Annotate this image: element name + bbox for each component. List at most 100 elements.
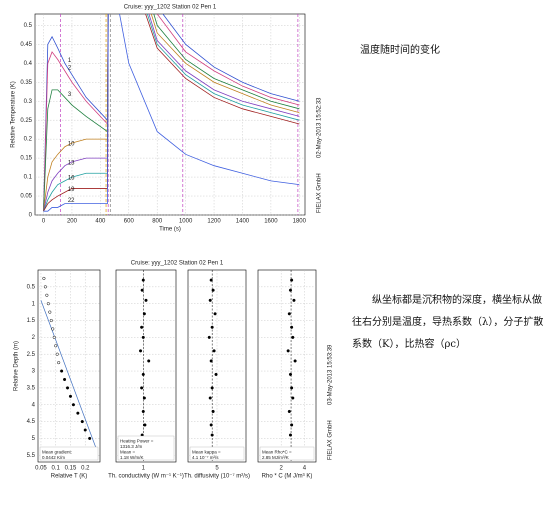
y-tick-label: 4.5	[27, 419, 36, 425]
data-point	[80, 420, 84, 424]
note-text: Heating Power =	[120, 439, 154, 444]
data-point	[49, 318, 53, 323]
data-point	[55, 352, 59, 356]
y-tick-label: 0.15	[20, 156, 32, 162]
data-point	[88, 436, 92, 440]
data-point	[141, 335, 145, 339]
data-point	[291, 335, 295, 339]
data-point	[208, 298, 212, 302]
data-point	[214, 372, 218, 376]
series-line	[43, 14, 300, 212]
data-point	[42, 276, 46, 280]
x-tick-label: 0	[42, 219, 46, 225]
data-point	[293, 359, 297, 363]
plot-area	[43, 14, 300, 215]
x-tick-label: 0.05	[35, 466, 47, 472]
series-line	[43, 14, 300, 212]
data-point	[209, 423, 213, 427]
note-box	[189, 446, 245, 461]
data-point	[288, 288, 293, 292]
data-point	[141, 372, 145, 376]
data-point	[141, 278, 145, 282]
data-point	[290, 386, 294, 390]
series-line	[43, 14, 300, 212]
data-point	[212, 349, 216, 353]
chart-title: Cruise: yyy_1202 Station 02 Pen 1	[131, 261, 224, 267]
series-line	[43, 14, 300, 212]
note-box	[259, 446, 315, 461]
y-tick-label: 0.5	[27, 284, 36, 290]
footer-text: FIELAX GmbH	[328, 420, 334, 460]
y-tick-label: 0.45	[20, 42, 32, 48]
paragraph: 纵坐标都是沉积物的深度，横坐标从做往右分别是温度，导热系数（λ），分子扩散系数（…	[352, 295, 544, 350]
data-point	[288, 372, 293, 376]
y-tick-label: 0.25	[20, 118, 32, 124]
series-label: 13	[68, 160, 75, 166]
note-text: Mean Rho*C =	[262, 450, 292, 455]
data-point	[292, 298, 296, 302]
plot-frame	[115, 269, 177, 463]
x-axis-label: Th. conductivity (W m⁻¹ K⁻¹)	[108, 474, 184, 480]
data-point	[288, 433, 293, 437]
y-tick-label: 0.3	[24, 99, 33, 105]
fit-line	[40, 300, 96, 447]
data-point	[209, 278, 213, 282]
note-text: 1.18 W/m/K	[120, 455, 144, 460]
note-text: 2.85 MJ/m³/K	[262, 455, 289, 460]
note-box	[39, 446, 99, 461]
footer-text: 02-May-2013 15:52:33	[317, 97, 323, 158]
x-tick-label: 1400	[236, 219, 250, 225]
data-point	[140, 386, 144, 390]
x-tick-label: 0.2	[81, 466, 90, 472]
y-axis-label: Relative Temperature (K)	[11, 81, 17, 148]
data-point	[144, 298, 148, 302]
series-line	[43, 14, 300, 212]
note-text: Mean =	[120, 450, 136, 455]
note-text: 1316.3 J/m	[120, 444, 143, 449]
x-tick-label: 0.15	[65, 466, 77, 472]
data-point	[60, 369, 64, 373]
data-point	[65, 386, 70, 390]
x-tick-label: 200	[67, 219, 78, 225]
series-label: 16	[68, 175, 75, 181]
data-point	[142, 312, 146, 316]
data-point	[48, 310, 52, 314]
data-point	[290, 325, 294, 329]
data-point	[291, 396, 295, 400]
plot-area	[286, 270, 297, 462]
y-tick-label: 0.35	[20, 80, 32, 86]
note-text: Mean gradient:	[42, 450, 72, 455]
y-tick-label: 5.5	[27, 453, 36, 459]
x-tick-label: 400	[95, 219, 106, 225]
data-point	[63, 377, 67, 382]
series-label: 3	[68, 92, 72, 98]
series-line	[43, 14, 300, 212]
footer-text: FIELAX GmbH	[317, 173, 323, 213]
x-tick-label: 800	[152, 219, 163, 225]
data-point	[142, 396, 146, 400]
data-point	[287, 312, 291, 316]
data-point	[287, 409, 291, 414]
plot-area	[138, 270, 151, 462]
data-point	[45, 293, 49, 297]
chart-title: Cruise: yyy_1202 Station 02 Pen 1	[124, 5, 217, 11]
series-line	[43, 14, 300, 212]
x-axis-label: Rho * C (M J/m³ K)	[262, 474, 313, 480]
x-tick-label: 2	[280, 466, 284, 472]
y-tick-label: 3.5	[27, 385, 36, 391]
series-label: 22	[68, 198, 75, 204]
heading: 温度随时间的变化	[360, 45, 440, 56]
x-tick-label: 1800	[293, 219, 307, 225]
data-point	[68, 394, 73, 398]
plot-frame	[257, 269, 317, 463]
series-label: 1	[68, 58, 72, 64]
data-point	[143, 423, 147, 427]
note-text: Mean kappa =	[192, 450, 221, 455]
data-point	[51, 327, 55, 331]
data-point	[210, 325, 214, 329]
data-point	[71, 403, 75, 407]
x-tick-label: 1	[142, 466, 146, 472]
y-tick-label: 2	[32, 335, 36, 341]
